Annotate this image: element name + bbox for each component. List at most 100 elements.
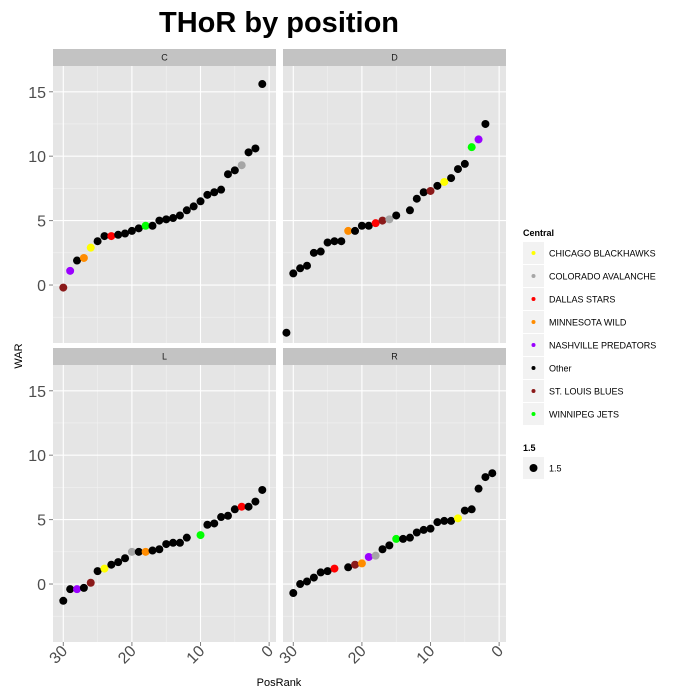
data-point — [73, 256, 82, 265]
data-point — [481, 473, 490, 482]
data-point — [258, 80, 267, 89]
data-point — [460, 506, 469, 515]
data-point — [474, 135, 483, 144]
data-point — [303, 577, 312, 586]
data-point — [481, 119, 490, 128]
data-point — [330, 564, 339, 573]
data-point — [385, 541, 394, 550]
facet-panel-L: L 0 5 10 15 30 20 10 0 — [28, 348, 277, 667]
data-point — [223, 511, 232, 520]
data-point — [155, 216, 164, 225]
chart-title: THoR by position — [159, 7, 399, 39]
data-point — [121, 229, 130, 238]
data-point — [59, 283, 68, 292]
data-point — [323, 238, 332, 247]
data-point — [162, 540, 171, 549]
data-point — [364, 552, 373, 561]
facet-panels: C 0 5 10 15 D L 0 5 10 15 30 20 10 0 R 30 20 10 0 — [28, 49, 507, 667]
y-tick-label: 10 — [28, 149, 46, 166]
data-point — [141, 547, 150, 556]
data-point — [426, 186, 435, 195]
y-tick-label: 15 — [28, 85, 46, 102]
data-point — [440, 516, 449, 525]
data-point — [182, 533, 191, 542]
data-point — [323, 567, 332, 576]
legend-swatch — [531, 251, 536, 255]
y-tick-label: 5 — [37, 214, 46, 231]
data-point — [189, 202, 198, 211]
facet-strip — [53, 348, 276, 365]
data-point — [488, 469, 497, 478]
facet-panel-C: C 0 5 10 15 — [28, 49, 276, 343]
legend-swatch — [531, 320, 536, 324]
data-point — [217, 185, 226, 194]
data-point — [453, 165, 462, 174]
data-point — [79, 253, 88, 262]
legend-swatch — [531, 297, 536, 301]
data-point — [405, 533, 414, 542]
data-point — [412, 194, 421, 203]
size-legend-item: 1.5 — [523, 457, 562, 479]
size-legend-label: 1.5 — [549, 464, 562, 474]
data-point — [392, 211, 401, 220]
data-point — [217, 513, 226, 522]
data-point — [107, 560, 116, 569]
data-point — [86, 578, 95, 587]
data-point — [127, 226, 136, 235]
data-point — [93, 567, 102, 576]
x-axis-title: PosRank — [257, 677, 302, 689]
data-point — [296, 264, 305, 273]
data-point — [127, 547, 136, 556]
legend-swatch — [531, 389, 536, 393]
data-point — [66, 585, 75, 594]
data-point — [289, 589, 298, 598]
data-point — [440, 177, 449, 186]
data-point — [357, 559, 366, 568]
data-point — [114, 230, 123, 239]
data-point — [357, 221, 366, 230]
data-point — [309, 573, 318, 582]
y-tick-label: 10 — [28, 448, 46, 465]
data-point — [134, 547, 143, 556]
data-point — [412, 528, 421, 537]
data-point — [296, 580, 305, 589]
data-point — [175, 211, 184, 220]
data-point — [79, 583, 88, 592]
data-point — [309, 248, 318, 257]
data-point — [282, 328, 291, 337]
data-point — [344, 563, 353, 572]
data-point — [419, 188, 428, 197]
data-point — [392, 534, 401, 543]
data-point — [169, 214, 178, 223]
legend-label: NASHVILLE PREDATORS — [549, 341, 656, 351]
panel-background — [283, 66, 506, 343]
x-tick-label: 30 — [47, 643, 72, 668]
data-point — [303, 261, 312, 270]
size-legend-items: 1.5 — [523, 457, 562, 479]
facet-strip-label: D — [391, 53, 398, 63]
data-point — [237, 161, 246, 170]
data-point — [474, 484, 483, 493]
x-tick-label: 0 — [489, 643, 507, 661]
data-point — [378, 216, 387, 225]
data-point — [230, 166, 239, 175]
data-point — [59, 596, 68, 605]
y-axis-title: WAR — [13, 343, 25, 368]
data-point — [330, 237, 339, 246]
data-point — [447, 174, 456, 183]
legend-item: Other — [523, 357, 572, 379]
data-point — [251, 144, 260, 153]
facet-strip-label: R — [391, 352, 398, 362]
legend-label: DALLAS STARS — [549, 295, 615, 305]
legend-label: MINNESOTA WILD — [549, 318, 627, 328]
y-tick-label: 0 — [37, 278, 46, 295]
data-point — [467, 505, 476, 514]
data-point — [251, 497, 260, 506]
data-point — [148, 546, 157, 555]
data-point — [237, 502, 246, 511]
data-point — [364, 221, 373, 230]
legend: Central CHICAGO BLACKHAWKS COLORADO AVALA… — [523, 228, 656, 479]
size-legend-swatch — [529, 464, 538, 472]
legend-label: COLORADO AVALANCHE — [549, 272, 656, 282]
legend-swatch — [531, 366, 536, 370]
